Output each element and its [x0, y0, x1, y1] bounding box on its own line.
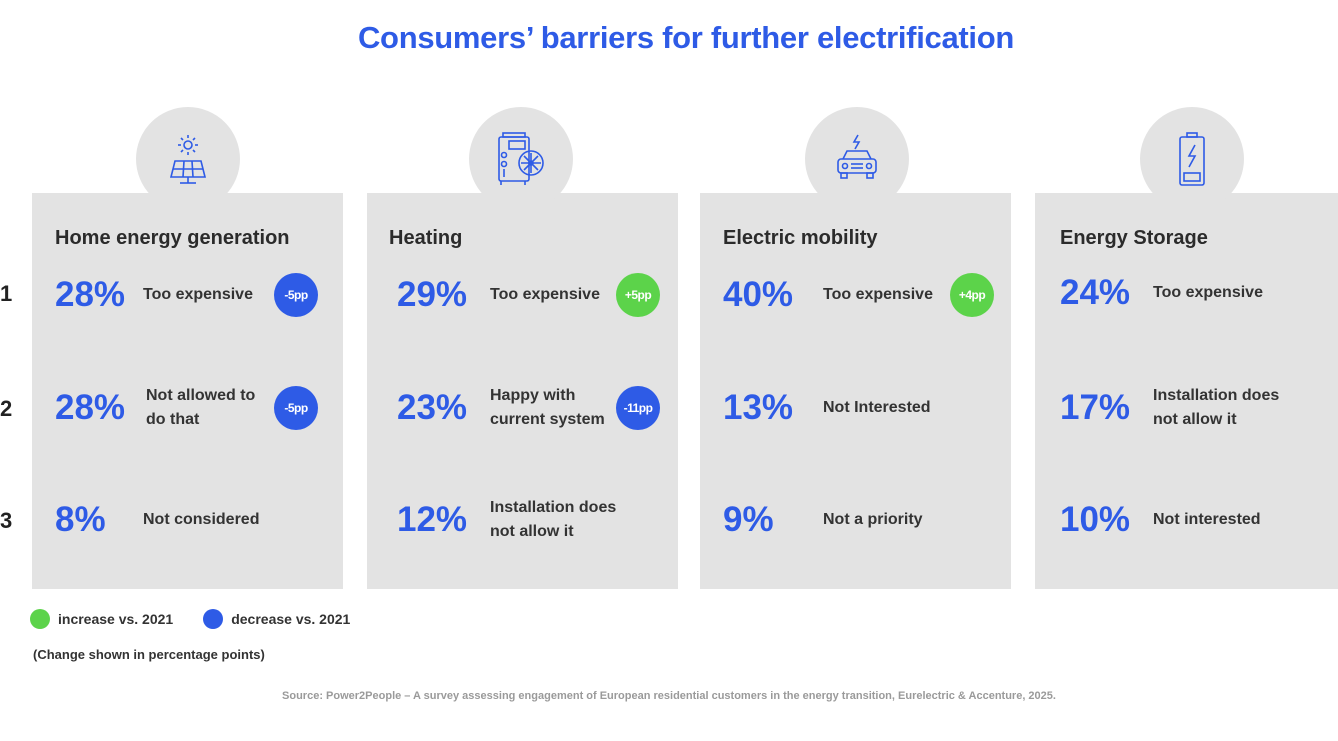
icon-badge	[805, 107, 909, 211]
rank-label: 2	[0, 396, 13, 421]
barrier-row: 28% Not allowed to do that -5pp	[32, 378, 343, 438]
barrier-label: Too expensive	[490, 286, 600, 303]
barrier-label: Not considered	[143, 511, 260, 528]
change-badge: -5pp	[274, 386, 318, 430]
barrier-value: 12%	[397, 500, 468, 539]
legend-item-decrease: decrease vs. 2021	[203, 609, 350, 629]
barrier-value: 28%	[55, 275, 126, 314]
heat-pump-icon	[498, 132, 544, 185]
barrier-label: Too expensive	[143, 286, 253, 303]
barrier-value: 9%	[723, 500, 774, 539]
barrier-value: 23%	[397, 388, 468, 427]
card-title: Home energy generation	[55, 227, 290, 249]
barrier-row: 28% Too expensive -5pp	[32, 265, 343, 325]
legend: increase vs. 2021 decrease vs. 2021	[30, 609, 380, 629]
barrier-row: 17% Installation does not allow it	[1035, 378, 1338, 438]
barrier-label: Installation does not allow it	[1153, 387, 1280, 428]
change-badge: -5pp	[274, 273, 318, 317]
footnote: (Change shown in percentage points)	[33, 647, 265, 662]
barrier-value: 8%	[55, 500, 106, 539]
barrier-label: Not Interested	[823, 399, 931, 416]
decrease-dot-icon	[203, 609, 224, 629]
icon-badge	[469, 107, 573, 211]
electric-car-icon	[837, 134, 877, 179]
barrier-label: Not interested	[1153, 511, 1261, 528]
barrier-value: 13%	[723, 388, 794, 427]
barrier-value: 29%	[397, 275, 468, 314]
barrier-label: Not a priority	[823, 511, 923, 528]
category-card: Home energy generation 28% Too expensive…	[32, 107, 343, 589]
icon-badge	[136, 107, 240, 211]
change-badge: -11pp	[616, 386, 660, 430]
barrier-row: 23% Happy with current system -11pp	[367, 378, 678, 438]
icon-badge	[1140, 107, 1244, 211]
category-card: Energy Storage 24% Too expensive 17% Ins…	[1035, 107, 1338, 589]
rank-label: 3	[0, 508, 13, 533]
barrier-row: 9% Not a priority	[700, 490, 1011, 550]
card-title: Energy Storage	[1060, 227, 1208, 249]
category-card: Heating 29% Too expensive +5pp 23% Happy…	[367, 107, 678, 589]
legend-label: decrease vs. 2021	[231, 611, 351, 627]
barrier-row: 24% Too expensive	[1035, 263, 1338, 323]
barrier-value: 28%	[55, 388, 126, 427]
barrier-label: Too expensive	[1153, 284, 1263, 301]
barrier-value: 17%	[1060, 388, 1131, 427]
rank-label: 1	[0, 281, 13, 306]
barrier-value: 40%	[723, 275, 794, 314]
increase-dot-icon	[30, 609, 50, 629]
barrier-row: 13% Not Interested	[700, 378, 1011, 438]
category-card: Electric mobility 40% Too expensive +4pp…	[700, 107, 1011, 589]
barrier-row: 29% Too expensive +5pp	[367, 265, 678, 325]
card-title: Heating	[389, 227, 463, 249]
barrier-label: Not allowed to do that	[146, 387, 256, 428]
page-title: Consumers’ barriers for further electrif…	[357, 20, 1015, 55]
barrier-label: Too expensive	[823, 286, 933, 303]
legend-label: increase vs. 2021	[58, 611, 174, 627]
solar-panel-icon	[169, 135, 207, 184]
barrier-label: Happy with current system	[490, 387, 605, 428]
battery-icon	[1179, 132, 1205, 186]
barrier-row: 10% Not interested	[1035, 490, 1338, 550]
source-citation: Source: Power2People – A survey assessin…	[282, 690, 1056, 702]
change-badge: +4pp	[950, 273, 994, 317]
barrier-value: 24%	[1060, 273, 1131, 312]
card-title: Electric mobility	[723, 227, 878, 249]
barrier-row: 8% Not considered	[32, 490, 343, 550]
change-badge: +5pp	[616, 273, 660, 317]
barrier-row: 12% Installation does not allow it	[367, 490, 678, 550]
barrier-value: 10%	[1060, 500, 1131, 539]
legend-item-increase: increase vs. 2021	[30, 609, 173, 629]
barrier-row: 40% Too expensive +4pp	[700, 265, 1011, 325]
barrier-label: Installation does not allow it	[490, 499, 617, 540]
